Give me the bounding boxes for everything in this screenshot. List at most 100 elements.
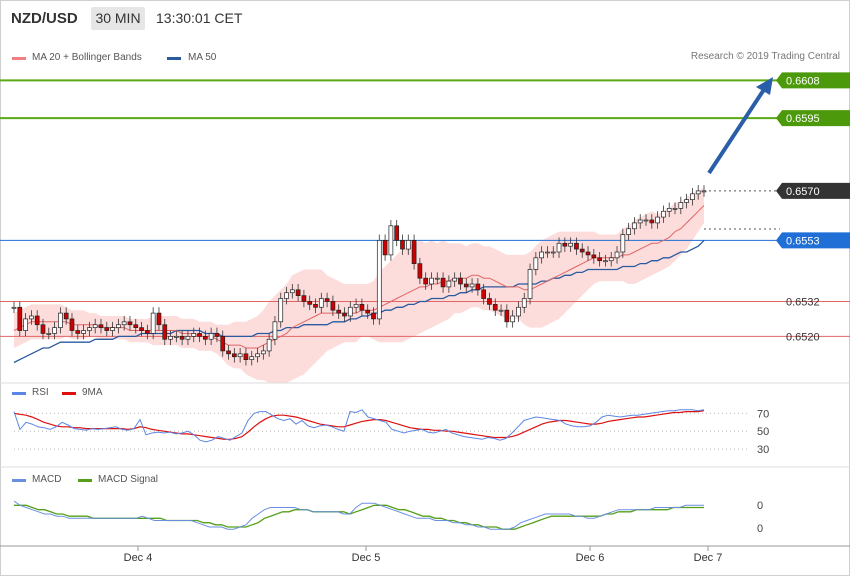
rsi-9ma-line [13, 410, 705, 440]
candle-body [429, 277, 434, 285]
candle-body [168, 336, 173, 340]
price-tag-resistance [776, 72, 850, 89]
candle-body [637, 219, 643, 224]
chart-header: NZD/USD 30 MIN 13:30:01 CET [0, 0, 850, 38]
candle-body [208, 333, 214, 340]
candle-body [121, 321, 127, 326]
candle-body [260, 350, 266, 355]
candle-body [376, 240, 382, 320]
candle-body [394, 225, 400, 241]
candle-body [150, 312, 156, 334]
macd-tick-label: 0 [757, 523, 763, 535]
candle-body [87, 327, 92, 331]
legend-9ma: 9MA [82, 387, 103, 398]
rsi-line [13, 409, 705, 443]
timeframe-selector[interactable]: 30 MIN [91, 7, 145, 30]
candle-body [591, 254, 597, 259]
candle-body [11, 306, 17, 309]
candle-body [475, 283, 481, 291]
candle-body [162, 324, 168, 340]
candle-body [521, 298, 527, 308]
candle-body [446, 280, 452, 288]
candle-body [481, 289, 487, 299]
x-tick-label: Dec 7 [694, 552, 723, 564]
candle-body [330, 301, 336, 311]
candle-body [214, 333, 220, 337]
candle-body [545, 251, 550, 254]
candle-body [255, 353, 260, 358]
candle-body [417, 263, 423, 279]
candle-body [29, 315, 34, 320]
candle-body [313, 304, 318, 308]
candle-body [684, 199, 689, 203]
legend-rsi: RSI [32, 387, 49, 398]
candle-body [620, 234, 626, 253]
candle-body [284, 292, 289, 299]
candle-body [597, 257, 602, 262]
candle-body [492, 304, 498, 311]
projection-arrow [707, 86, 767, 175]
candle-body [174, 336, 179, 338]
candle-body [318, 298, 324, 308]
macd-tick-label: 0 [757, 500, 763, 512]
candle-body [510, 315, 516, 323]
candle-body [98, 324, 104, 328]
candle-body [614, 251, 620, 259]
timestamp: 13:30:01 CET [156, 10, 243, 26]
candle-body [353, 304, 359, 308]
candle-body [249, 356, 255, 360]
candle-body [400, 240, 405, 250]
candle-body [539, 251, 544, 259]
candle-body [527, 269, 533, 299]
candle-body [434, 277, 440, 280]
candle-body [487, 298, 492, 305]
candle-body [139, 327, 144, 331]
candle-body [342, 312, 347, 317]
candle-body [23, 318, 28, 331]
candle-body [336, 309, 342, 314]
macd-signal-line [14, 504, 704, 530]
candle-body [69, 318, 75, 331]
candle-body [347, 306, 353, 317]
candle-body [626, 228, 631, 235]
candle-body [562, 242, 568, 247]
macd-line [13, 500, 704, 530]
copyright-text: Research © 2019 Trading Central [690, 51, 840, 62]
candle-body [423, 277, 429, 285]
candle-body [226, 350, 231, 355]
candle-body [550, 251, 556, 254]
candle-body [81, 330, 86, 334]
price-label-ma50: 0.6553 [786, 235, 820, 247]
candle-body [34, 315, 40, 326]
price-label-resistance: 0.6595 [786, 113, 820, 125]
candle-body [324, 298, 330, 302]
candle-body [579, 248, 585, 253]
rsi-tick-label: 30 [757, 444, 769, 456]
price-tag-resistance [776, 110, 850, 127]
candle-body [156, 312, 162, 326]
candle-body [243, 353, 249, 360]
legend-ma20-swatch [12, 57, 26, 60]
x-tick-label: Dec 4 [124, 552, 153, 564]
candle-body [133, 324, 139, 328]
candle-body [672, 208, 678, 210]
candle-body [52, 327, 57, 334]
candle-body [516, 306, 521, 317]
candle-body [463, 283, 469, 288]
candle-body [452, 277, 458, 282]
legend-ma50: MA 50 [188, 52, 217, 63]
candle-body [608, 257, 614, 262]
candle-body [655, 216, 660, 224]
candle-body [289, 289, 295, 294]
candle-body [40, 324, 46, 334]
candle-body [145, 330, 150, 334]
x-tick-label: Dec 5 [352, 552, 381, 564]
candle-body [110, 327, 115, 331]
candle-body [17, 306, 23, 331]
legend-rsi-swatch [12, 392, 26, 395]
candle-body [237, 353, 243, 358]
candle-body [695, 190, 701, 195]
legend-signal: MACD Signal [98, 474, 159, 485]
projection-arrowhead [756, 77, 773, 95]
